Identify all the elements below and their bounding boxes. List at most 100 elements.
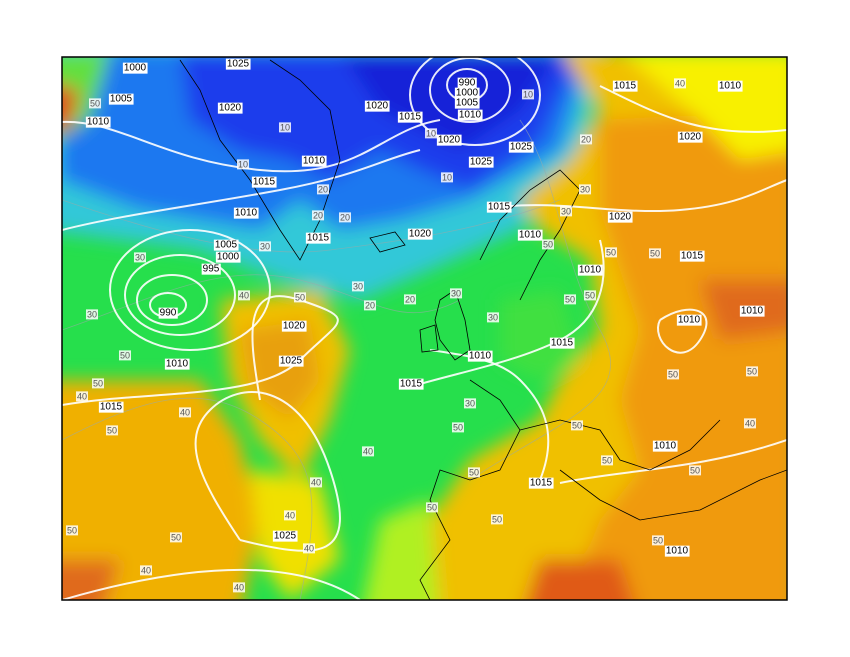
thickness-label-box [490, 514, 504, 525]
thickness-label-box [278, 122, 292, 133]
isobar-label-text: 1010 [678, 315, 701, 326]
isobar-label: 1015 [486, 201, 512, 213]
thickness-lines [62, 119, 611, 600]
thickness-label: 50 [648, 248, 662, 259]
isobar-label-box [607, 211, 633, 223]
thickness-label-box [648, 248, 662, 259]
isobar-label-text: 1010 [166, 359, 189, 370]
isobar-label: 1015 [397, 111, 423, 123]
isobar-label: 1015 [398, 378, 424, 390]
thickness-label: 10 [521, 89, 535, 100]
thickness-label-box [688, 465, 702, 476]
thickness-label-box [85, 309, 99, 320]
isobar-label-box [164, 358, 190, 370]
thickness-label-text: 50 [295, 292, 305, 302]
isobar-label-box [549, 337, 575, 349]
isobar-label-text: 1020 [366, 101, 389, 112]
thickness-label-text: 30 [260, 241, 270, 251]
thickness-label-box [236, 159, 250, 170]
isobar-label-box [158, 307, 178, 319]
thickness-label-text: 10 [238, 159, 248, 169]
isobar-label-text: 1020 [283, 321, 306, 332]
thickness-label: 50 [583, 290, 597, 301]
isobar-label: 1010 [457, 109, 483, 121]
isobar-label: 1000 [122, 62, 148, 74]
thickness-label: 20 [579, 134, 593, 145]
thickness-label-text: 50 [585, 290, 595, 300]
isobar-label-text: 1015 [681, 251, 704, 262]
isobar-label: 1025 [225, 58, 251, 70]
thickness-label-text: 50 [690, 465, 700, 475]
isobar-label-text: 1010 [459, 110, 482, 121]
thickness-label: 40 [178, 407, 192, 418]
isobar-label: 1005 [108, 93, 134, 105]
isobar-label: 1015 [612, 80, 638, 92]
thickness-label-box [559, 206, 573, 217]
thickness-label: 30 [449, 288, 463, 299]
thickness-label-box [463, 398, 477, 409]
isobar-label: 1010 [85, 116, 111, 128]
thickness-label-text: 30 [353, 281, 363, 291]
thickness-label-text: 40 [141, 565, 151, 575]
thickness-label-box [425, 502, 439, 513]
thickness-label: 50 [666, 369, 680, 380]
isobar-label-text: 1015 [400, 379, 423, 390]
thickness-label-text: 40 [363, 446, 373, 456]
thickness-label: 50 [541, 239, 555, 250]
thickness-label: 40 [232, 582, 246, 593]
isobar-label-box [664, 545, 690, 557]
isobar-label-text: 1020 [609, 212, 632, 223]
thickness-label-box [673, 78, 687, 89]
isobar-label-box [122, 62, 148, 74]
thickness-label: 40 [237, 290, 251, 301]
isobar-label-text: 1000 [456, 88, 479, 99]
thickness-label-box [232, 582, 246, 593]
isobar-label-box [215, 251, 241, 263]
isobar-label-box [677, 131, 703, 143]
isobar-label-box [233, 207, 259, 219]
thickness-label-box [309, 477, 323, 488]
thickness-label-text: 50 [668, 369, 678, 379]
isobar-label-box [457, 109, 483, 121]
thickness-label-text: 50 [90, 98, 100, 108]
thickness-label-box [579, 134, 593, 145]
thickness-label-box [88, 98, 102, 109]
isobar-label-box [364, 100, 390, 112]
field [62, 57, 787, 600]
thickness-label: 50 [451, 422, 465, 433]
thickness-label-text: 40 [745, 418, 755, 428]
thickness-label: 50 [651, 535, 665, 546]
isobar-label-text: 1010 [469, 351, 492, 362]
thickness-label-box [105, 425, 119, 436]
isobar-label-box [407, 228, 433, 240]
isobar-label-box [272, 530, 298, 542]
thickness-label-text: 30 [580, 184, 590, 194]
isobar-label-text: 1005 [215, 240, 238, 251]
thickness-label-text: 50 [67, 525, 77, 535]
thickness-label-box [133, 252, 147, 263]
thickness-label: 40 [283, 510, 297, 521]
thickness-label-text: 30 [465, 398, 475, 408]
isobar-label-box [398, 378, 424, 390]
thickness-label-text: 50 [650, 248, 660, 258]
thickness-label-box [293, 292, 307, 303]
isobar-label-text: 1025 [280, 356, 303, 367]
thickness-label: 50 [604, 247, 618, 258]
isobar-label: 1020 [407, 228, 433, 240]
thickness-label-box [521, 89, 535, 100]
isobar-label-text: 1010 [579, 265, 602, 276]
isobar-label: 990 [158, 307, 178, 319]
isobar-label-box [676, 314, 702, 326]
isobar-label-box [612, 80, 638, 92]
thickness-label: 30 [578, 184, 592, 195]
isobar-label-text: 1015 [253, 177, 276, 188]
thickness-label: 50 [600, 455, 614, 466]
thickness-label: 20 [316, 184, 330, 195]
isobar-label: 1005 [213, 239, 239, 251]
isobar-label-box [201, 263, 221, 275]
isobar-label-box [528, 477, 554, 489]
thickness-label: 50 [293, 292, 307, 303]
thickness-label: 50 [65, 525, 79, 536]
thickness-label: 50 [88, 98, 102, 109]
